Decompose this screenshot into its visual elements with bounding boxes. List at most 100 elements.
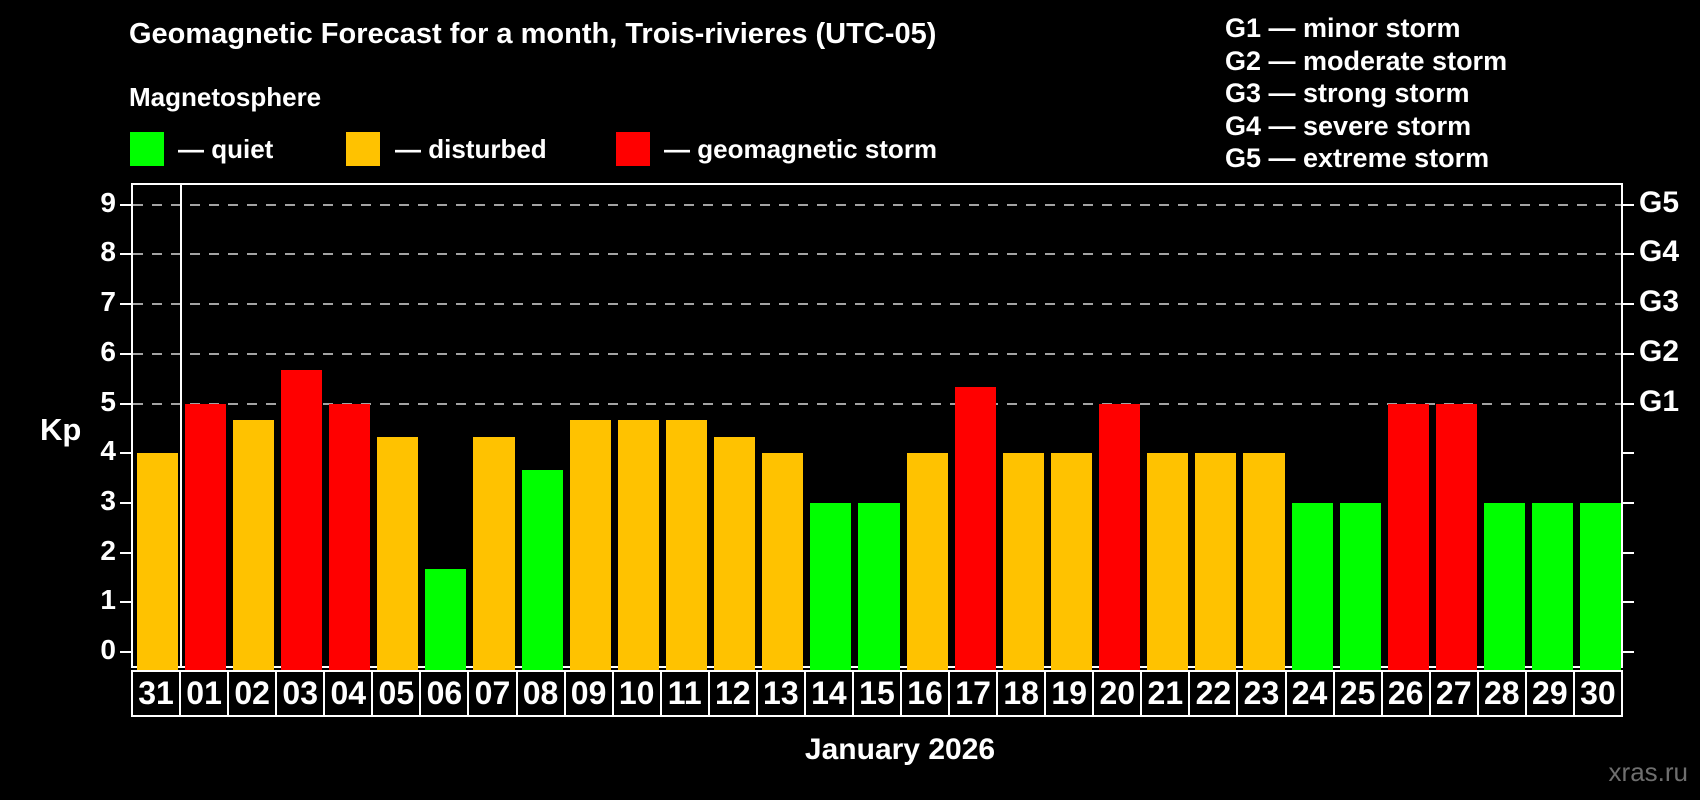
right-tick-kp1 bbox=[1623, 601, 1634, 604]
day-label-cell-30: 30 bbox=[1572, 670, 1623, 717]
day-label-cell-26: 26 bbox=[1380, 670, 1431, 717]
gridline-kp8 bbox=[133, 253, 1621, 256]
left-tick-kp5 bbox=[120, 402, 131, 405]
kp-bar-day-18 bbox=[1002, 453, 1044, 670]
y-axis-tick-labels: 0 1 2 3 4 5 6 7 8 9 bbox=[8, 183, 116, 668]
g-scale-legend: G1 — minor storm G2 — moderate storm G3 — … bbox=[1225, 12, 1507, 175]
day-label-cell-20: 20 bbox=[1092, 670, 1143, 717]
kp-bar-day-06 bbox=[425, 569, 467, 670]
g-legend-line: G4 — severe storm bbox=[1225, 110, 1472, 141]
kp-bar-day-29 bbox=[1532, 502, 1574, 670]
y-tick-label-3: 3 bbox=[100, 484, 116, 516]
day-label-cell-10: 10 bbox=[611, 670, 662, 717]
g-legend-line: G2 — moderate storm bbox=[1225, 45, 1508, 76]
kp-bar-day-21 bbox=[1147, 453, 1189, 670]
day-label-cell-07: 07 bbox=[467, 670, 518, 717]
left-tick-kp3 bbox=[120, 501, 131, 504]
kp-bar-day-05 bbox=[377, 436, 419, 670]
right-axis-label-G5: G5 bbox=[1639, 185, 1680, 219]
g-legend-line: G3 — strong storm bbox=[1225, 78, 1470, 108]
day-label-cell-08: 08 bbox=[515, 670, 566, 717]
y-axis-title: Kp bbox=[40, 412, 82, 447]
subtitle-magnetosphere: Magnetosphere bbox=[129, 82, 322, 112]
day-label-cell-25: 25 bbox=[1332, 670, 1383, 717]
kp-bar-day-20 bbox=[1099, 403, 1141, 670]
kp-bar-day-12 bbox=[714, 436, 756, 670]
kp-bar-day-28 bbox=[1484, 502, 1526, 670]
y-tick-label-1: 1 bbox=[100, 584, 116, 616]
kp-bar-day-30 bbox=[1580, 502, 1622, 670]
right-tick-kp5 bbox=[1623, 402, 1634, 405]
left-tick-kp1 bbox=[120, 601, 131, 604]
left-tick-kp6 bbox=[120, 352, 131, 355]
x-axis-day-labels: 31 01 02 03 04 05 06 07 08 09 10 11 12 13 14 15 16 17 18 19… bbox=[131, 670, 1623, 717]
y-tick-label-2: 2 bbox=[100, 534, 116, 566]
kp-bar-day-24 bbox=[1291, 502, 1333, 670]
day-label-cell-04: 04 bbox=[323, 670, 374, 717]
gridline-kp6 bbox=[133, 352, 1621, 355]
right-axis-label-G1: G1 bbox=[1639, 384, 1680, 418]
y-tick-label-0: 0 bbox=[100, 634, 116, 665]
right-tick-kp0 bbox=[1623, 651, 1634, 653]
kp-bar-day-27 bbox=[1435, 403, 1478, 670]
day-label-cell-19: 19 bbox=[1044, 670, 1095, 717]
legend-storm-swatch bbox=[616, 132, 650, 166]
y-tick-label-8: 8 bbox=[100, 236, 116, 268]
right-tick-kp4 bbox=[1623, 452, 1634, 455]
day-label-cell-23: 23 bbox=[1236, 670, 1287, 717]
day-label-cell-15: 15 bbox=[851, 670, 902, 717]
day-label-cell-22: 22 bbox=[1188, 670, 1239, 717]
kp-bar-day-10 bbox=[617, 419, 659, 670]
kp-bar-day-11 bbox=[665, 419, 708, 670]
kp-bar-day-09 bbox=[569, 419, 611, 670]
kp-bar-day-03 bbox=[280, 370, 322, 670]
day-label-cell-06: 06 bbox=[419, 670, 470, 717]
kp-bar-day-07 bbox=[473, 436, 515, 670]
right-axis-label-G3: G3 bbox=[1639, 285, 1680, 319]
day-label-cell-27: 27 bbox=[1428, 670, 1479, 717]
day-label-cell-28: 28 bbox=[1476, 670, 1527, 717]
day-label-cell-21: 21 bbox=[1140, 670, 1191, 717]
y-tick-label-5: 5 bbox=[100, 385, 116, 417]
kp-bar-day-02 bbox=[232, 419, 274, 670]
day-label-cell-09: 09 bbox=[563, 670, 614, 717]
kp-bar-day-15 bbox=[858, 502, 900, 670]
day-label-cell-03: 03 bbox=[275, 670, 326, 717]
day-label-cell-14: 14 bbox=[803, 670, 854, 717]
kp-bar-day-23 bbox=[1243, 453, 1285, 670]
day-label-cell-16: 16 bbox=[900, 670, 951, 717]
right-axis-label-G2: G2 bbox=[1639, 334, 1680, 368]
day-label-cell-13: 13 bbox=[755, 670, 806, 717]
right-tick-kp9 bbox=[1623, 203, 1634, 206]
kp-bar-day-22 bbox=[1195, 453, 1237, 670]
day-label-cell-31: 31 bbox=[131, 670, 182, 717]
day-label-cell-02: 02 bbox=[227, 670, 278, 717]
day-label-cell-18: 18 bbox=[996, 670, 1047, 717]
kp-bar-day-01 bbox=[184, 403, 226, 670]
left-tick-kp8 bbox=[120, 253, 131, 256]
gridline-kp9 bbox=[133, 203, 1621, 206]
day-label-cell-11: 11 bbox=[659, 670, 710, 717]
y-tick-label-9: 9 bbox=[100, 186, 116, 218]
kp-bar-day-04 bbox=[329, 403, 371, 670]
kp-bar-day-25 bbox=[1339, 502, 1381, 670]
kp-bar-day-14 bbox=[810, 502, 852, 670]
left-tick-kp4 bbox=[120, 452, 131, 455]
kp-bar-day-17 bbox=[954, 387, 996, 670]
previous-month-separator bbox=[180, 185, 183, 666]
left-tick-kp2 bbox=[120, 551, 131, 554]
right-tick-kp6 bbox=[1623, 352, 1634, 355]
legend-quiet-label: — quiet bbox=[178, 134, 274, 164]
left-tick-kp9 bbox=[120, 203, 131, 206]
kp-bar-day-16 bbox=[906, 453, 948, 670]
legend-storm-label: — geomagnetic storm bbox=[664, 134, 938, 164]
day-label-cell-17: 17 bbox=[948, 670, 999, 717]
right-tick-kp3 bbox=[1623, 501, 1634, 504]
y-tick-label-4: 4 bbox=[100, 435, 116, 467]
g-legend-line: G5 — extreme storm bbox=[1225, 143, 1490, 173]
right-tick-kp7 bbox=[1623, 303, 1634, 306]
kp-bar-day-26 bbox=[1387, 403, 1429, 670]
kp-bar-day-08 bbox=[521, 469, 563, 670]
x-axis-title: January 2026 bbox=[804, 733, 996, 766]
